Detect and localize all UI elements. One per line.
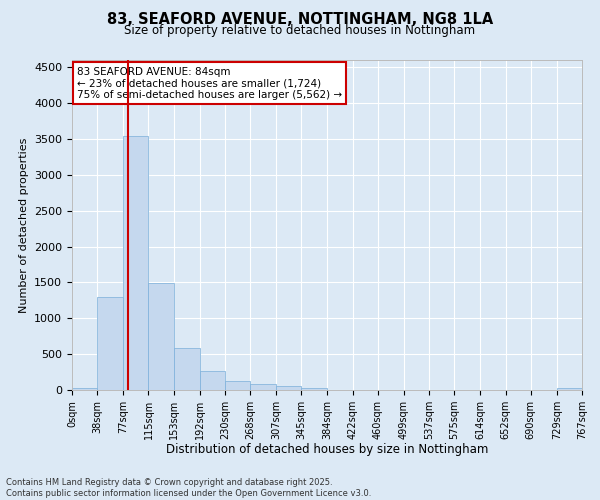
Bar [200,372,225,390]
Y-axis label: Number of detached properties: Number of detached properties [19,138,29,312]
X-axis label: Distribution of detached houses by size in Nottingham: Distribution of detached houses by size … [166,444,488,456]
Bar [557,388,582,390]
Bar [276,386,301,390]
Text: Contains HM Land Registry data © Crown copyright and database right 2025.
Contai: Contains HM Land Registry data © Crown c… [6,478,371,498]
Bar [301,388,328,390]
Bar [72,388,97,390]
Bar [97,296,123,390]
Text: 83 SEAFORD AVENUE: 84sqm
← 23% of detached houses are smaller (1,724)
75% of sem: 83 SEAFORD AVENUE: 84sqm ← 23% of detach… [77,66,342,100]
Text: Size of property relative to detached houses in Nottingham: Size of property relative to detached ho… [124,24,476,37]
Text: 83, SEAFORD AVENUE, NOTTINGHAM, NG8 1LA: 83, SEAFORD AVENUE, NOTTINGHAM, NG8 1LA [107,12,493,28]
Bar [225,380,250,390]
Bar [174,348,200,390]
Bar [123,136,148,390]
Bar [250,384,276,390]
Bar [148,283,174,390]
